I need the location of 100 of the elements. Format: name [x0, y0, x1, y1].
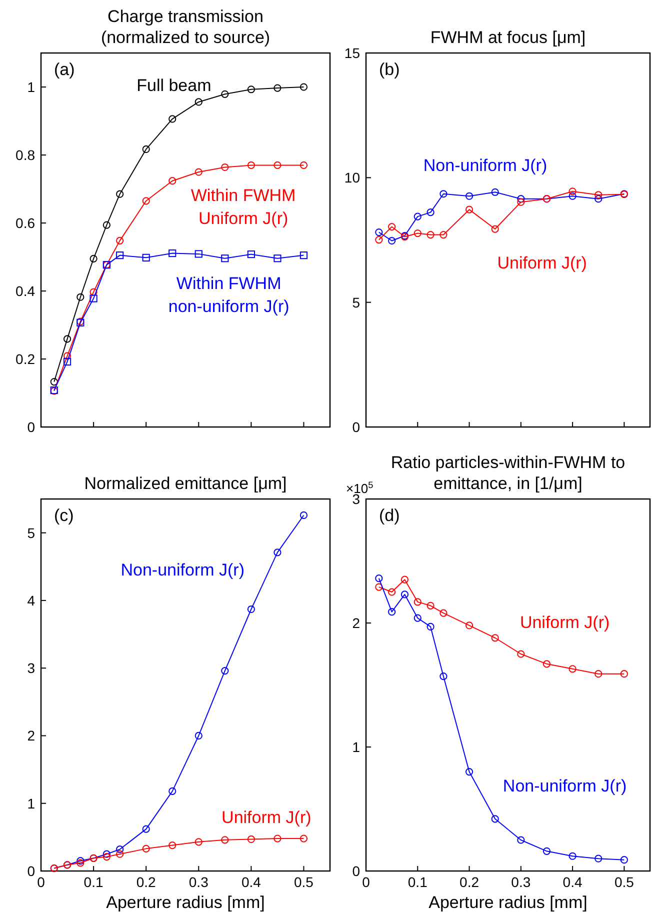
annotation: (a) [54, 60, 75, 79]
point [517, 195, 525, 203]
point [465, 206, 474, 214]
point [568, 188, 576, 196]
y-tick-label: 0 [352, 419, 360, 435]
point [300, 83, 308, 91]
point [247, 86, 255, 94]
point [400, 576, 409, 584]
series-label: Within FWHM non-uniform J(r) [168, 274, 290, 316]
point [274, 834, 282, 842]
point [194, 168, 202, 176]
chart-title: Normalized emittance [μm] [84, 474, 287, 493]
point [194, 250, 202, 258]
point [414, 614, 422, 622]
point [465, 622, 474, 630]
point [116, 252, 124, 260]
point [116, 236, 124, 244]
annotation: (c) [54, 506, 74, 525]
point [594, 191, 602, 199]
y-tick-label: 0.2 [16, 351, 36, 367]
point [90, 288, 98, 296]
y-tick-label: 5 [27, 524, 36, 541]
y-tick-label: 0.8 [16, 147, 36, 163]
point [400, 590, 409, 598]
point [63, 358, 72, 366]
point [491, 634, 499, 642]
point [620, 670, 628, 678]
point [194, 732, 202, 740]
point [142, 844, 150, 852]
point [50, 378, 58, 386]
x-tick-label: 0.2 [460, 874, 480, 890]
point [491, 815, 499, 823]
point [221, 254, 229, 262]
point [594, 195, 602, 203]
y-tick-label: 1 [27, 795, 36, 812]
x-tick-label: 0.1 [84, 874, 104, 890]
point [247, 161, 255, 169]
y-tick-label: 1 [352, 739, 360, 755]
point [194, 838, 202, 846]
point [375, 236, 383, 244]
point [168, 787, 176, 795]
series-label: Uniform J(r) [497, 253, 587, 272]
point [620, 856, 628, 864]
point [274, 254, 282, 262]
point [465, 192, 474, 200]
y-tick-label: 0.4 [16, 283, 36, 299]
series-label: Uniform J(r) [520, 612, 610, 632]
point [440, 190, 448, 198]
point [388, 608, 396, 616]
point [63, 352, 72, 360]
point [542, 660, 551, 668]
point [414, 212, 422, 220]
annotation: (d) [379, 506, 400, 525]
x-tick-label: 0.5 [294, 874, 314, 890]
point [221, 90, 229, 98]
x-tick-label: 0.2 [136, 874, 156, 890]
y-tick-label: 2 [352, 615, 360, 631]
y-tick-label: 4 [27, 592, 36, 608]
point [247, 835, 255, 844]
point [247, 250, 255, 258]
series-label: Non-uniform J(r) [120, 560, 244, 580]
x-tick-label: 0.5 [614, 874, 634, 890]
point [542, 847, 551, 855]
point [102, 850, 110, 858]
point [142, 254, 150, 262]
point [517, 836, 525, 844]
point [168, 115, 176, 123]
point [375, 574, 383, 582]
point [517, 650, 525, 658]
annotation: (b) [379, 60, 400, 79]
point [142, 145, 150, 154]
point [116, 850, 124, 858]
y-tick-label: 10 [344, 170, 360, 186]
y-tick-label: 2 [27, 728, 36, 744]
point [142, 825, 150, 833]
chart-title: Ratio particles-within-FWHM to emittance, in [1/μm] [390, 453, 626, 493]
point [414, 229, 422, 238]
point [594, 670, 602, 678]
y-tick-label: 15 [344, 45, 360, 61]
point [300, 834, 308, 842]
point [426, 230, 434, 239]
y-tick-label: 0.6 [16, 215, 36, 231]
point [274, 161, 282, 169]
point [168, 249, 176, 258]
y-tick-label: 1 [27, 79, 36, 95]
point [76, 293, 84, 301]
y-tick-label: 3 [27, 660, 36, 676]
point [491, 225, 499, 233]
point [426, 622, 434, 631]
point [568, 192, 576, 200]
y-tick-label: 0 [27, 419, 36, 435]
point [568, 665, 576, 673]
series-label: Non-uniform J(r) [423, 156, 548, 176]
point [116, 846, 124, 854]
point [440, 672, 448, 680]
point [221, 836, 229, 844]
point [491, 188, 499, 196]
point [414, 598, 422, 606]
point [465, 768, 474, 776]
chart-title: Charge transmission (normalized to source) [100, 7, 270, 47]
